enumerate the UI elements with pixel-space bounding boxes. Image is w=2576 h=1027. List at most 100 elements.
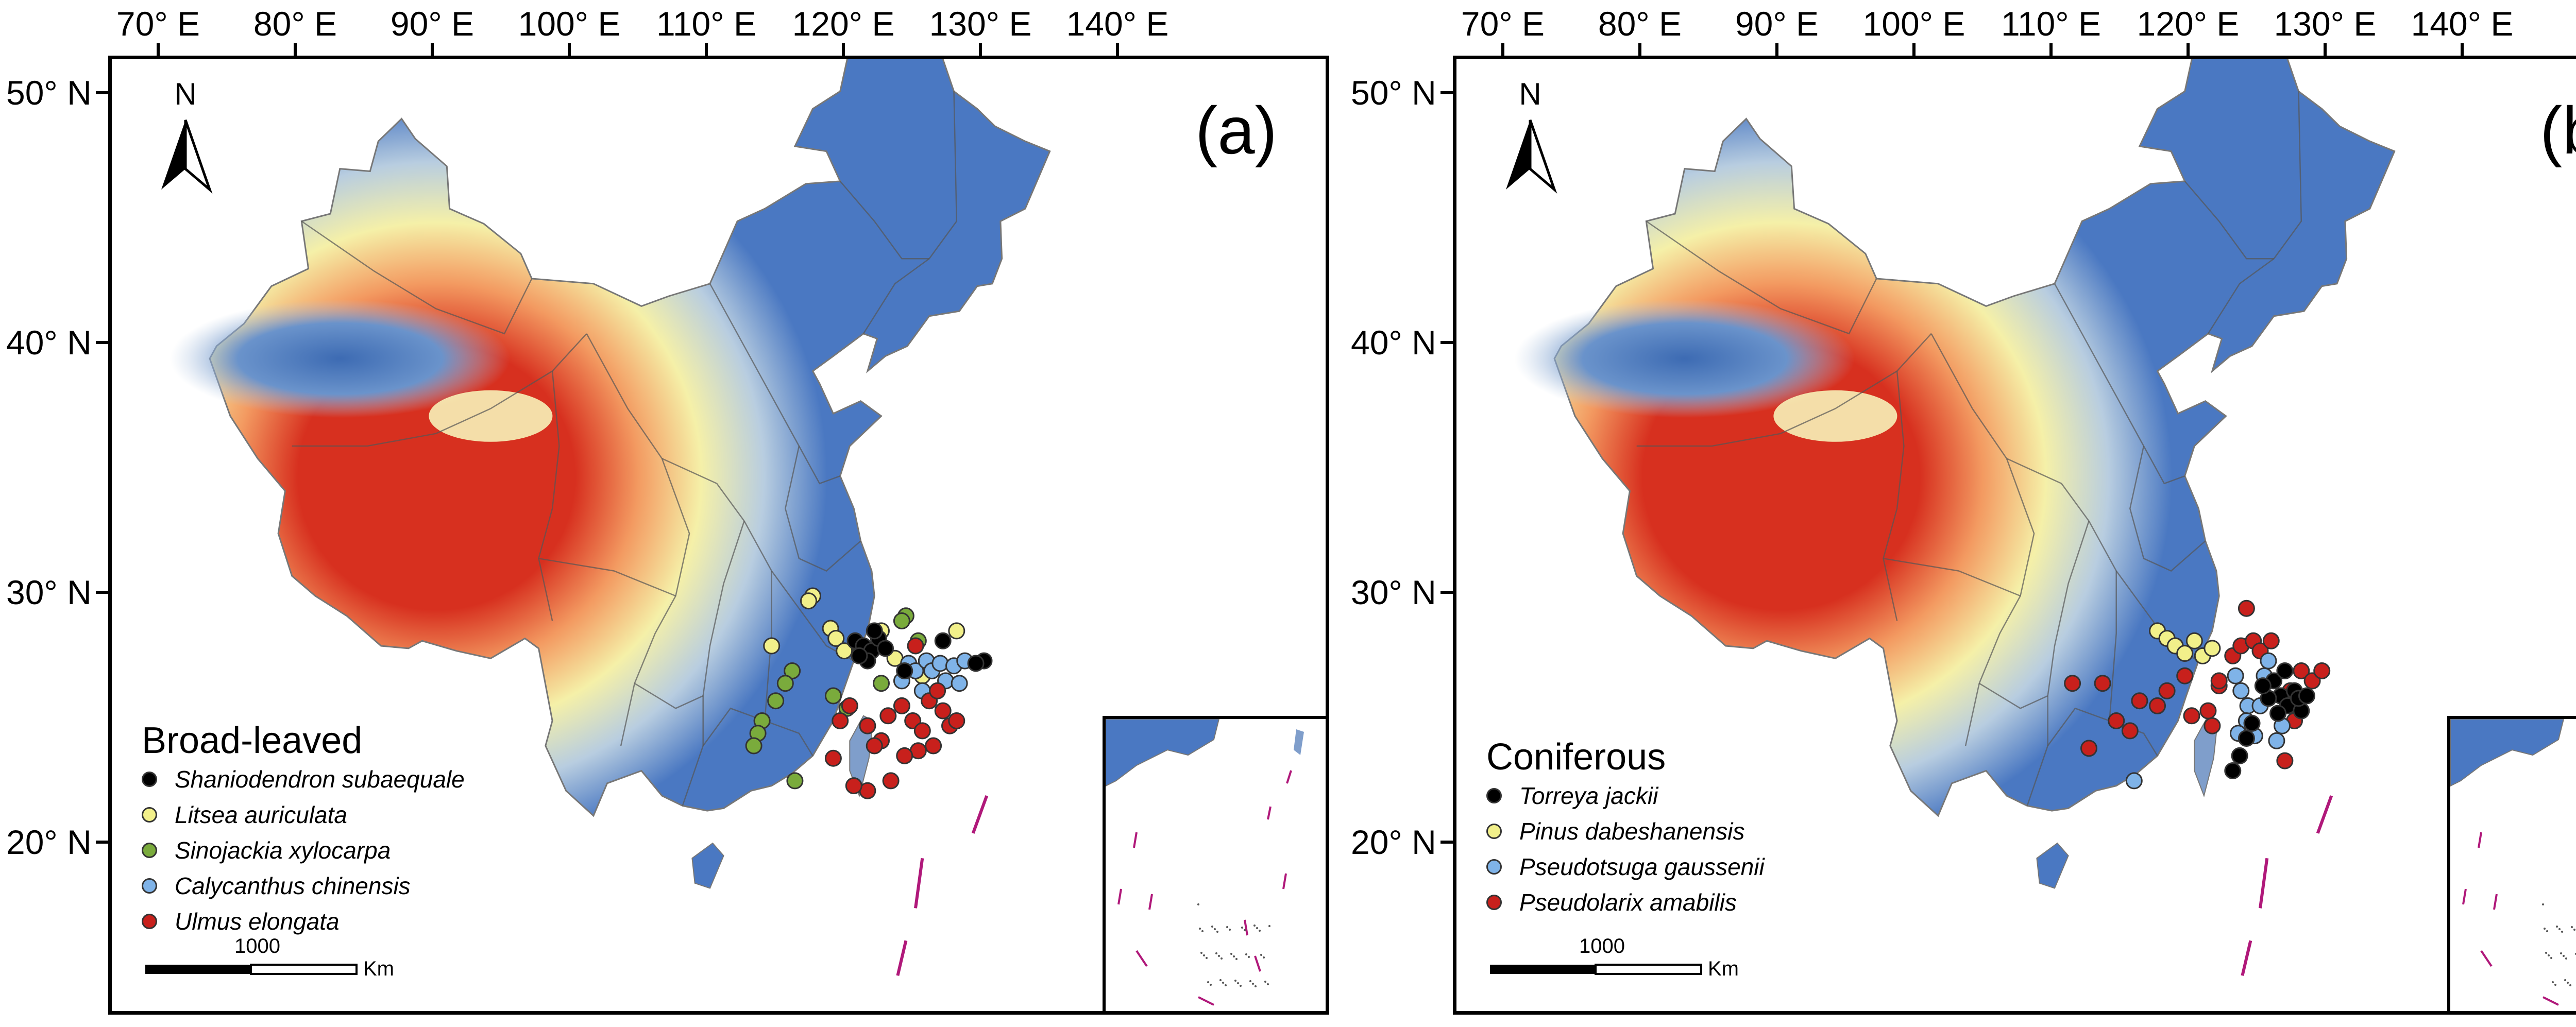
province-border bbox=[2207, 91, 2302, 334]
longitude-tick-mark bbox=[842, 43, 845, 56]
occurrence-point bbox=[913, 722, 931, 740]
legend-item: Sinojackia xylocarpa bbox=[142, 832, 465, 868]
province-border bbox=[538, 558, 676, 597]
province-border bbox=[764, 571, 772, 721]
occurrence-point bbox=[767, 692, 785, 710]
occurrence-point bbox=[841, 697, 858, 714]
latitude-tick-mark bbox=[96, 841, 108, 844]
inset-island-dot bbox=[1210, 984, 1212, 986]
occurrence-point bbox=[745, 737, 762, 755]
occurrence-point bbox=[2262, 632, 2280, 649]
legend-dot bbox=[142, 913, 157, 929]
occurrence-point bbox=[866, 737, 883, 755]
province-border bbox=[1646, 220, 1877, 335]
occurrence-point bbox=[893, 697, 910, 714]
legend-label: Pinus dabeshanensis bbox=[1519, 817, 1745, 845]
occurrence-point bbox=[2232, 682, 2250, 699]
inset-maritime-dash bbox=[1267, 806, 1272, 820]
inset-island-dot bbox=[1216, 931, 1218, 933]
inset-maritime-dash bbox=[1136, 950, 1148, 967]
north-letter: N bbox=[174, 77, 197, 111]
longitude-tick-label: 90° E bbox=[1735, 5, 1819, 43]
inset-island-dot bbox=[1234, 980, 1236, 982]
latitude-tick-mark bbox=[1440, 91, 1453, 94]
occurrence-point bbox=[2293, 662, 2310, 679]
legend-label: Pseudolarix amabilis bbox=[1519, 888, 1737, 916]
inset-maritime-dash bbox=[2493, 894, 2498, 910]
inset-island-dot bbox=[1263, 956, 1265, 958]
longitude-tick-label: 70° E bbox=[116, 5, 200, 43]
inset-island-dot bbox=[1245, 953, 1247, 955]
occurrence-point bbox=[786, 772, 804, 790]
longitude-tick-mark bbox=[1638, 43, 1641, 56]
tarim-basin bbox=[170, 299, 510, 418]
inset-island-dot bbox=[1214, 928, 1216, 930]
north-arrow: N bbox=[157, 76, 214, 195]
inset-island-dot bbox=[2560, 952, 2562, 954]
inset-maritime-dash bbox=[1133, 832, 1138, 848]
inset-island-dot bbox=[1249, 980, 1251, 982]
scale-bar-unit: Km bbox=[363, 957, 394, 980]
legend-item: Shaniodendron subaequale bbox=[142, 761, 465, 797]
inset-island-dot bbox=[2548, 954, 2550, 956]
longitude-tick-label: 130° E bbox=[2274, 5, 2377, 43]
inset-maritime-dash bbox=[1148, 894, 1153, 910]
panel-label: (b) bbox=[2540, 93, 2576, 168]
inset-island-dot bbox=[1207, 981, 1209, 983]
south-china-sea-inset bbox=[2447, 716, 2576, 1011]
occurrence-point bbox=[2183, 707, 2200, 725]
occurrence-point bbox=[2176, 645, 2194, 662]
latitude-tick-mark bbox=[96, 91, 108, 94]
inset-island-dot bbox=[1222, 982, 1224, 984]
occurrence-point bbox=[2210, 672, 2228, 690]
occurrence-point bbox=[925, 737, 942, 755]
inset-maritime-dash bbox=[1286, 770, 1292, 784]
province-border bbox=[2129, 446, 2206, 572]
north-arrow-icon bbox=[1506, 119, 1557, 194]
latitude-tick-label: 30° N bbox=[1351, 573, 1436, 611]
occurrence-point bbox=[2080, 740, 2097, 757]
inset-maritime-dash bbox=[2543, 996, 2559, 1006]
inset-island-dot bbox=[2569, 984, 2571, 986]
inset-island-dot bbox=[1241, 927, 1243, 929]
inset-maritime-dash bbox=[2480, 950, 2493, 967]
longitude-tick-mark bbox=[1775, 43, 1778, 56]
occurrence-point bbox=[2094, 675, 2111, 692]
occurrence-point bbox=[2224, 762, 2242, 779]
occurrence-point bbox=[2243, 714, 2261, 732]
occurrence-point bbox=[2231, 747, 2248, 764]
occurrence-point bbox=[2238, 600, 2255, 617]
inset-island-dot bbox=[2564, 979, 2566, 981]
inset-island-dot bbox=[1264, 981, 1266, 983]
china-terrain-map bbox=[1514, 59, 2396, 976]
latitude-tick-label: 20° N bbox=[6, 823, 92, 861]
inset-island-dot bbox=[1215, 952, 1217, 954]
scale-bar-graphic bbox=[1490, 964, 1702, 975]
qaidam-basin bbox=[1773, 390, 1897, 442]
latitude-tick-label: 20° N bbox=[1351, 823, 1436, 861]
inset-island-dot bbox=[2550, 957, 2552, 959]
inset-island-dot bbox=[1267, 983, 1269, 985]
longitude-tick-mark bbox=[1116, 43, 1119, 56]
legend-label: Sinojackia xylocarpa bbox=[175, 836, 391, 864]
occurrence-point bbox=[879, 707, 897, 725]
occurrence-point bbox=[2204, 717, 2221, 734]
inset-island-dot bbox=[1233, 955, 1235, 957]
occurrence-point bbox=[832, 712, 849, 729]
occurrence-point bbox=[824, 749, 842, 767]
legend-dot bbox=[142, 878, 157, 894]
longitude-tick-label: 120° E bbox=[2137, 5, 2240, 43]
inset-maritime-dash bbox=[1198, 996, 1214, 1006]
occurrence-point bbox=[2199, 702, 2217, 720]
inset-island-dot bbox=[1259, 930, 1261, 932]
province-border bbox=[301, 220, 533, 335]
maritime-boundary-dash bbox=[971, 795, 989, 834]
qaidam-basin bbox=[429, 390, 553, 442]
occurrence-point bbox=[851, 647, 868, 664]
occurrence-point bbox=[929, 682, 946, 699]
inset-island-dot bbox=[1219, 979, 1222, 981]
longitude-tick-mark bbox=[294, 43, 297, 56]
inset-island-dot bbox=[1201, 930, 1204, 932]
inset-island-dot bbox=[1218, 955, 1220, 957]
legend-dot bbox=[1486, 823, 1502, 839]
